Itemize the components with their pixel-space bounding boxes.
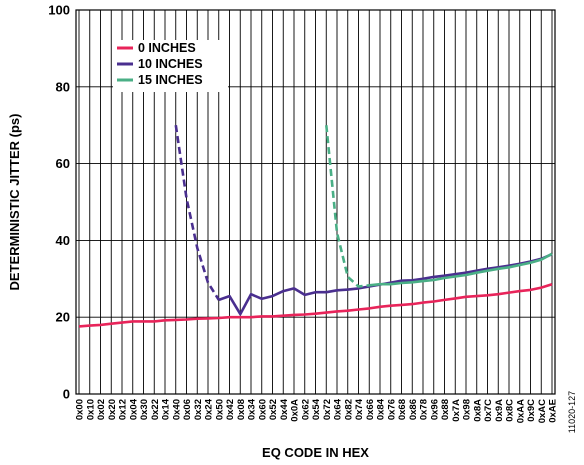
x-tick-label: 0x30: [139, 399, 150, 420]
legend-label: 10 INCHES: [138, 57, 203, 71]
x-tick-label: 0x7C: [483, 399, 494, 422]
x-tick-label: 0x02: [96, 399, 107, 420]
x-tick-label: 0x88: [440, 399, 451, 420]
x-tick-label: 0x04: [128, 398, 139, 420]
x-tick-label: 0xAA: [515, 399, 526, 423]
x-tick-label: 0x40: [171, 399, 182, 420]
x-tick-label: 0x06: [182, 399, 193, 420]
legend: 0 INCHES 10 INCHES 15 INCHES: [113, 40, 228, 92]
x-tick-label: 0x24: [204, 398, 215, 420]
y-ticks: 0 20 40 60 80 100: [48, 3, 70, 402]
y-tick-label: 80: [56, 79, 70, 94]
series-line-dashed: [174, 125, 220, 301]
x-tick-label: 0x7A: [451, 399, 462, 422]
series-lines: [78, 125, 553, 328]
series-line-dashed: [325, 125, 370, 288]
x-tick-label: 0x78: [419, 399, 430, 420]
x-tick-label: 0x96: [429, 399, 440, 420]
x-tick-label: 0x68: [397, 399, 408, 420]
x-tick-label: 0x84: [376, 398, 387, 420]
y-tick-label: 40: [56, 233, 70, 248]
x-tick-label: 0x9A: [494, 399, 505, 422]
x-tick-label: 0x22: [150, 399, 161, 420]
x-tick-label: 0x20: [107, 399, 118, 420]
x-tick-label: 0x10: [85, 399, 96, 420]
x-tick-label: 0x60: [257, 399, 268, 420]
x-tick-label: 0x82: [343, 399, 354, 420]
y-tick-label: 20: [56, 310, 70, 325]
x-tick-label: 0x86: [408, 399, 419, 420]
x-tick-label: 0x62: [300, 399, 311, 420]
x-tick-label: 0x0A: [290, 399, 301, 422]
x-tick-label: 0x72: [322, 399, 333, 420]
x-tick-label: 0x98: [462, 399, 473, 420]
x-tick-label: 0x74: [354, 398, 365, 420]
series-line: [369, 252, 553, 287]
x-tick-label: 0x50: [214, 399, 225, 420]
x-tick-label: 0x8C: [505, 399, 516, 422]
x-tick-label: 0x76: [386, 399, 397, 420]
x-tick-label: 0x34: [247, 398, 258, 420]
y-tick-label: 100: [48, 3, 70, 18]
y-axis-label: DETERMINISTIC JITTER (ps): [7, 114, 22, 291]
series-line: [78, 282, 553, 328]
y-tick-label: 60: [56, 156, 70, 171]
x-ticks: 0x00 0x10 0x02 0x20 0x12 0x04 0x30 0x22 0x14 0x40…: [75, 398, 559, 423]
x-tick-label: 0x8A: [472, 399, 483, 422]
x-tick-label: 0x9C: [526, 399, 537, 422]
x-tick-label: 0xAE: [548, 399, 559, 423]
plot-frame: [75, 9, 556, 395]
x-tick-label: 0x64: [333, 398, 344, 420]
legend-label: 0 INCHES: [138, 41, 196, 55]
x-tick-label: 0x00: [75, 399, 86, 420]
x-tick-label: 0x44: [279, 398, 290, 420]
x-tick-label: 0x14: [161, 398, 172, 420]
x-tick-label: 0x66: [365, 399, 376, 420]
x-tick-label: 0x12: [118, 399, 129, 420]
x-tick-label: 0x08: [236, 399, 247, 420]
legend-label: 15 INCHES: [138, 73, 203, 87]
x-tick-label: 0x52: [268, 399, 279, 420]
figure-code: 11020-127: [567, 391, 577, 433]
x-tick-label: 0xAC: [537, 399, 548, 423]
y-tick-label: 0: [63, 387, 70, 402]
x-axis-label: EQ CODE IN HEX: [262, 445, 369, 460]
x-tick-label: 0x32: [193, 399, 204, 420]
x-tick-label: 0x54: [311, 398, 322, 420]
x-tick-label: 0x42: [225, 399, 236, 420]
